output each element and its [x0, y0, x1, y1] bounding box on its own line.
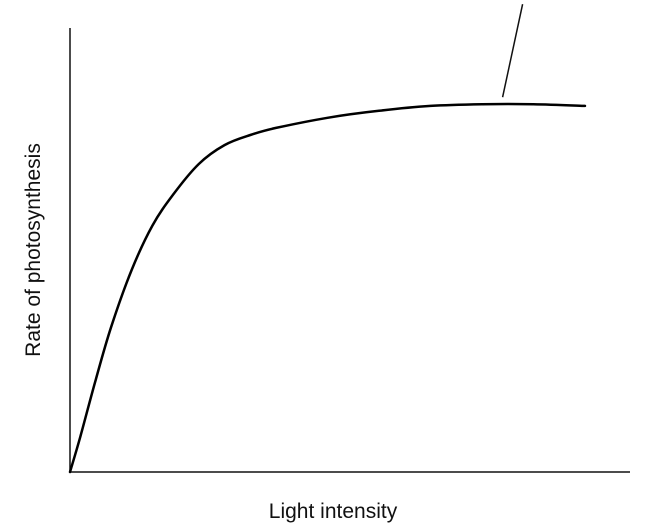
rate-curve: [68, 102, 587, 474]
annotation-x-leader-line: [501, 4, 524, 98]
x-axis-label: Light intensity: [269, 500, 398, 523]
y-axis-label: Rate of photosynthesis: [22, 143, 45, 357]
